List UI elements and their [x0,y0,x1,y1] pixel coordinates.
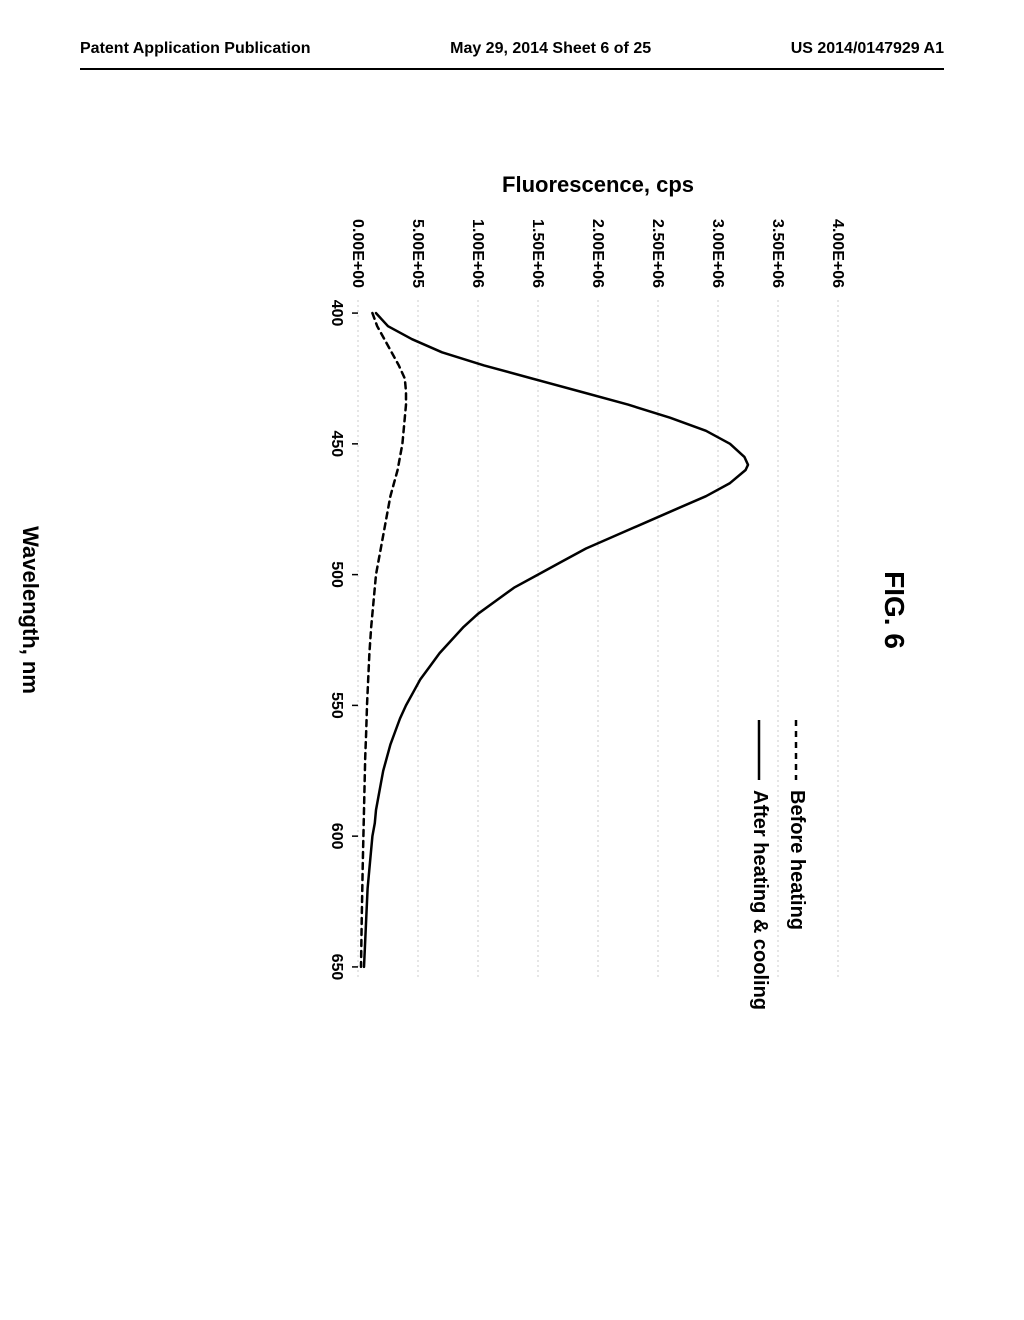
header-left: Patent Application Publication [80,40,311,58]
figure-title: FIG. 6 [878,170,910,1050]
legend-item: Before heating [785,720,808,1010]
svg-text:5.00E+05: 5.00E+05 [409,219,426,288]
figure-container: FIG. 6 400 450 500 550 600 650 0.00E+00 5.00E+0… [90,170,910,1050]
svg-text:2.00E+06: 2.00E+06 [589,219,606,288]
legend-label: After heating & cooling [748,790,771,1010]
svg-text:1.50E+06: 1.50E+06 [529,219,546,288]
svg-text:Fluorescence, cps: Fluorescence, cps [502,172,694,197]
svg-text:2.50E+06: 2.50E+06 [649,219,666,288]
chart-legend: Before heating After heating & cooling [734,720,808,1010]
svg-text:550: 550 [328,692,345,719]
svg-text:3.50E+06: 3.50E+06 [769,219,786,288]
svg-text:450: 450 [328,430,345,457]
svg-text:400: 400 [328,300,345,327]
chart-wrapper: 400 450 500 550 600 650 0.00E+00 5.00E+05 1.00E+… [48,170,868,1050]
svg-text:600: 600 [328,823,345,850]
header-center: May 29, 2014 Sheet 6 of 25 [450,40,651,58]
header-rule [80,68,944,70]
page-header: Patent Application Publication May 29, 2… [0,40,1024,58]
svg-text:500: 500 [328,561,345,588]
svg-text:3.00E+06: 3.00E+06 [709,219,726,288]
svg-text:0.00E+00: 0.00E+00 [349,219,366,288]
svg-text:1.00E+06: 1.00E+06 [469,219,486,288]
x-axis-label: Wavelength, nm [17,170,43,1050]
header-right: US 2014/0147929 A1 [791,40,944,58]
svg-text:650: 650 [328,954,345,981]
svg-text:4.00E+06: 4.00E+06 [829,219,846,288]
legend-label: Before heating [785,790,808,930]
legend-item: After heating & cooling [748,720,771,1010]
